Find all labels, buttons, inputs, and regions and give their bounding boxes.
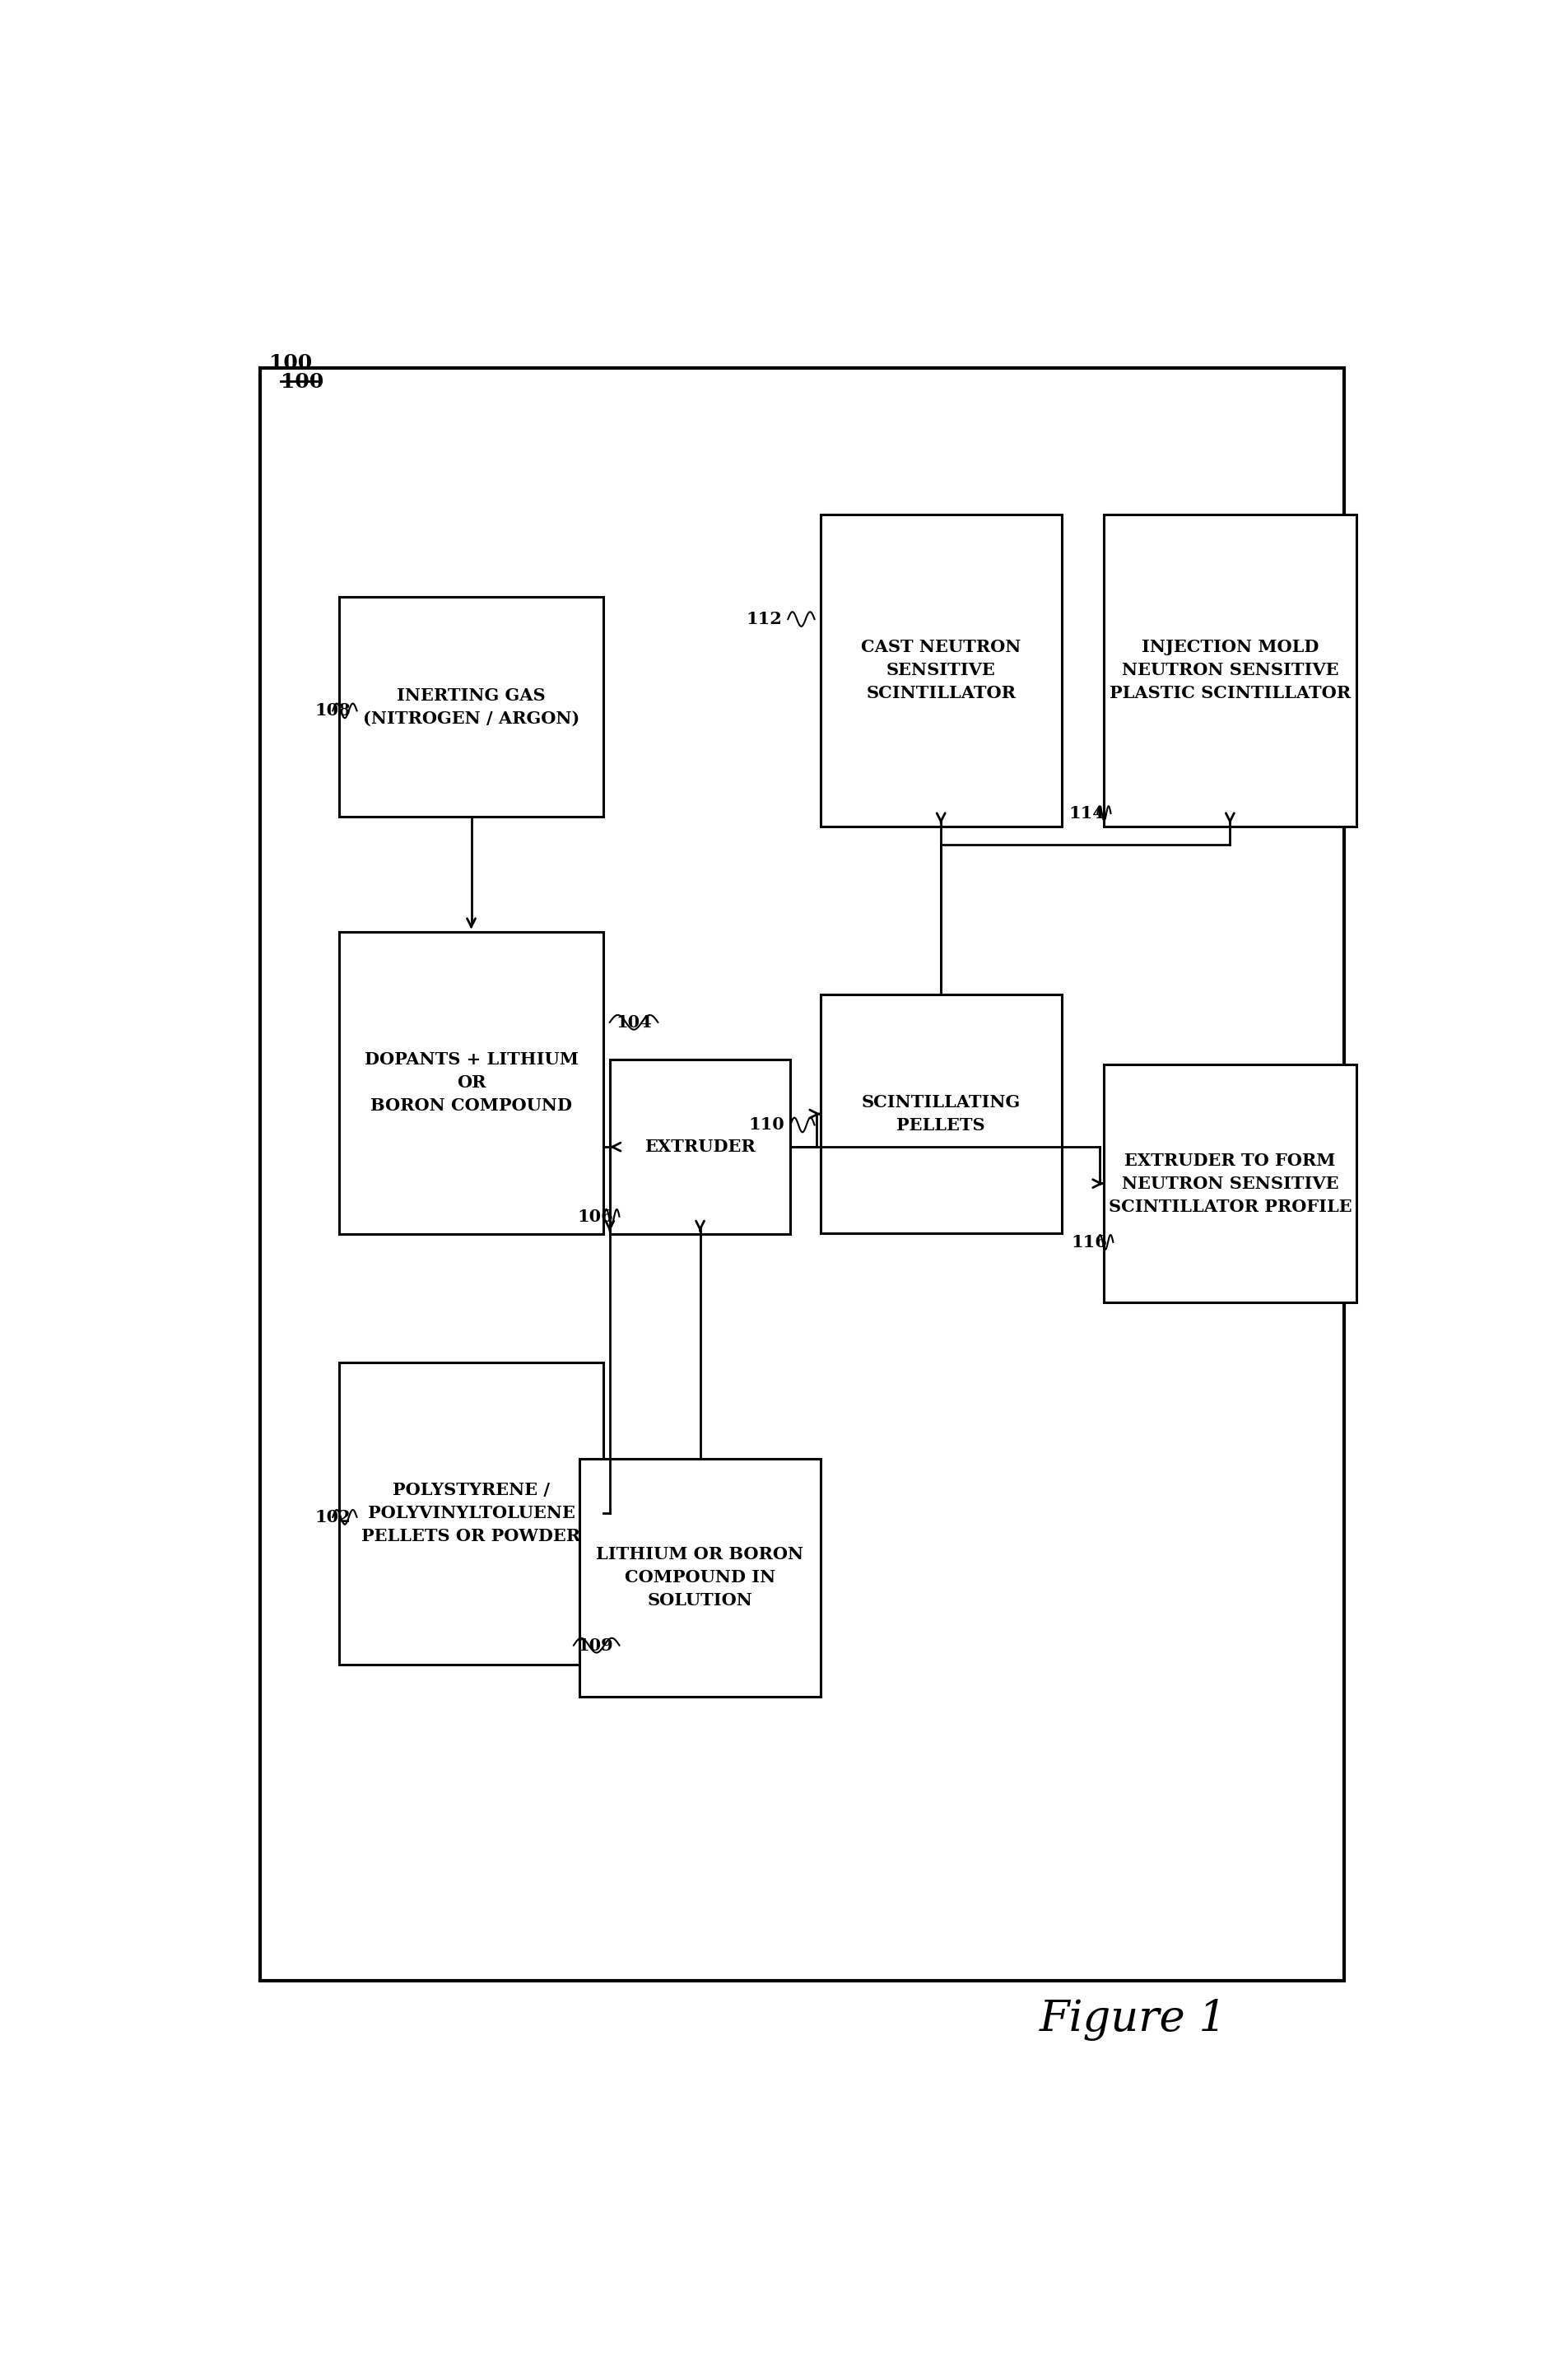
Text: POLYSTYRENE /
POLYVINYLTOLUENE
PELLETS OR POWDER: POLYSTYRENE / POLYVINYLTOLUENE PELLETS O…: [362, 1483, 581, 1545]
Bar: [580, 1459, 821, 1697]
Text: 104: 104: [615, 1014, 653, 1031]
Text: 100: 100: [269, 352, 312, 374]
Bar: [339, 931, 603, 1233]
Bar: [1103, 514, 1357, 826]
Bar: [821, 995, 1061, 1233]
Bar: [339, 597, 603, 816]
Text: 114: 114: [1069, 804, 1105, 821]
Text: 116: 116: [1071, 1233, 1106, 1250]
Text: DOPANTS + LITHIUM
OR
BORON COMPOUND: DOPANTS + LITHIUM OR BORON COMPOUND: [364, 1052, 578, 1114]
Text: SCINTILLATING
PELLETS: SCINTILLATING PELLETS: [861, 1095, 1021, 1133]
Bar: [1103, 1064, 1357, 1302]
Text: 102: 102: [315, 1509, 351, 1526]
Bar: [261, 369, 1344, 1980]
Text: INERTING GAS
(NITROGEN / ARGON): INERTING GAS (NITROGEN / ARGON): [364, 688, 580, 726]
Text: 108: 108: [315, 702, 351, 719]
Text: 100: 100: [281, 371, 323, 390]
Text: 106: 106: [578, 1209, 614, 1226]
Text: INJECTION MOLD
NEUTRON SENSITIVE
PLASTIC SCINTILLATOR: INJECTION MOLD NEUTRON SENSITIVE PLASTIC…: [1110, 640, 1350, 702]
Text: EXTRUDER TO FORM
NEUTRON SENSITIVE
SCINTILLATOR PROFILE: EXTRUDER TO FORM NEUTRON SENSITIVE SCINT…: [1108, 1152, 1352, 1214]
Bar: [609, 1059, 791, 1233]
Bar: [821, 514, 1061, 826]
Text: 110: 110: [749, 1116, 785, 1133]
Text: 109: 109: [578, 1637, 614, 1654]
Text: Figure 1: Figure 1: [1040, 1999, 1228, 2042]
Text: 112: 112: [746, 612, 782, 628]
Text: CAST NEUTRON
SENSITIVE
SCINTILLATOR: CAST NEUTRON SENSITIVE SCINTILLATOR: [861, 640, 1021, 702]
Bar: [339, 1361, 603, 1664]
Text: EXTRUDER: EXTRUDER: [645, 1138, 755, 1154]
Text: LITHIUM OR BORON
COMPOUND IN
SOLUTION: LITHIUM OR BORON COMPOUND IN SOLUTION: [597, 1547, 803, 1609]
